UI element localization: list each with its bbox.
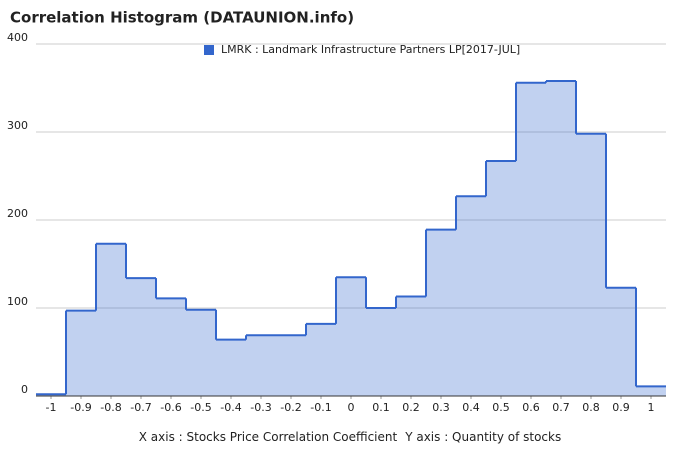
y-tick-label: 0 bbox=[21, 383, 28, 396]
bar bbox=[96, 243, 126, 396]
chart-title: Correlation Histogram (DATAUNION.info) bbox=[10, 9, 354, 27]
x-tick-label: 0.3 bbox=[432, 401, 450, 414]
bar bbox=[336, 277, 366, 396]
bar bbox=[246, 335, 276, 396]
x-tick-label: 0 bbox=[348, 401, 355, 414]
x-tick-label: -0.5 bbox=[190, 401, 211, 414]
bar bbox=[486, 161, 516, 396]
x-tick-label: 0.5 bbox=[492, 401, 510, 414]
x-tick-label: -0.1 bbox=[310, 401, 331, 414]
y-tick-label: 100 bbox=[7, 295, 28, 308]
y-axis-label: Y axis : Quantity of stocks bbox=[404, 430, 561, 444]
bar bbox=[66, 310, 96, 396]
bar bbox=[426, 229, 456, 396]
y-tick-label: 400 bbox=[7, 31, 28, 44]
x-tick-label: 1 bbox=[648, 401, 655, 414]
x-tick-label: -0.9 bbox=[70, 401, 91, 414]
x-tick-label: 0.8 bbox=[582, 401, 600, 414]
bar bbox=[366, 308, 396, 396]
bar bbox=[546, 80, 576, 397]
x-tick-label: -0.7 bbox=[130, 401, 151, 414]
x-tick-label: 0.7 bbox=[552, 401, 570, 414]
x-tick-label: 0.6 bbox=[522, 401, 540, 414]
bar bbox=[156, 298, 186, 396]
x-tick-label: 0.2 bbox=[402, 401, 420, 414]
axis-labels: X axis : Stocks Price Correlation Coeffi… bbox=[139, 430, 561, 444]
x-tick-label: 0.1 bbox=[372, 401, 390, 414]
x-tick-label: -0.8 bbox=[100, 401, 121, 414]
y-tick-label: 200 bbox=[7, 207, 28, 220]
bar bbox=[276, 335, 306, 396]
bar bbox=[516, 82, 546, 396]
bar bbox=[456, 196, 486, 396]
bar bbox=[576, 133, 606, 396]
y-tick-label: 300 bbox=[7, 119, 28, 132]
bar bbox=[396, 296, 426, 396]
legend-label: LMRK : Landmark Infrastructure Partners … bbox=[221, 43, 520, 56]
bar bbox=[186, 309, 216, 396]
bar bbox=[126, 278, 156, 396]
x-tick-label: -0.2 bbox=[280, 401, 301, 414]
bar bbox=[306, 323, 336, 396]
legend-swatch bbox=[204, 45, 214, 55]
x-tick-label: -0.3 bbox=[250, 401, 271, 414]
x-axis-label: X axis : Stocks Price Correlation Coeffi… bbox=[139, 430, 398, 444]
bar bbox=[216, 339, 246, 396]
x-tick-label: 0.4 bbox=[462, 401, 480, 414]
x-tick-label: -0.6 bbox=[160, 401, 181, 414]
x-tick-label: -1 bbox=[46, 401, 57, 414]
bar bbox=[636, 386, 666, 396]
bar bbox=[606, 287, 636, 396]
x-tick-label: 0.9 bbox=[612, 401, 630, 414]
x-tick-label: -0.4 bbox=[220, 401, 241, 414]
